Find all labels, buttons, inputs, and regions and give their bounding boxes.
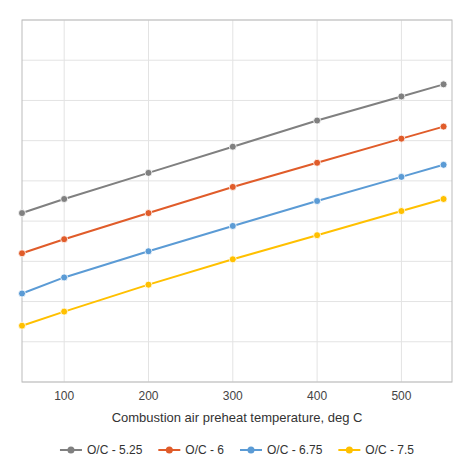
chart: 100 200 300 400 500 Combustion air preheat te… xyxy=(0,0,474,474)
legend-label: O/C - 6.75 xyxy=(267,443,323,457)
point xyxy=(398,135,405,142)
x-tick-label: 400 xyxy=(307,389,327,403)
y-grid-line xyxy=(22,261,452,262)
point xyxy=(440,123,447,130)
legend: O/C - 5.25 O/C - 6 O/C - 6.75 O/C - 7.5 xyxy=(60,443,414,457)
point xyxy=(229,256,236,263)
legend-item: O/C - 6 xyxy=(158,443,224,457)
point xyxy=(19,250,26,257)
grid xyxy=(22,20,452,382)
point xyxy=(19,290,26,297)
axes: 100 200 300 400 500 Combustion air preheat te… xyxy=(54,389,412,425)
x-grid-line xyxy=(232,20,233,382)
line xyxy=(22,84,444,213)
x-tick-label: 500 xyxy=(391,389,411,403)
point xyxy=(145,248,152,255)
x-tick-label: 200 xyxy=(138,389,158,403)
series xyxy=(19,123,448,257)
y-grid-line xyxy=(22,221,452,222)
point xyxy=(229,222,236,229)
point xyxy=(440,81,447,88)
y-grid-line xyxy=(22,140,452,141)
legend-marker xyxy=(346,447,353,454)
legend-marker xyxy=(166,447,173,454)
legend-label: O/C - 6 xyxy=(185,443,224,457)
legend-item: O/C - 6.75 xyxy=(240,443,323,457)
point xyxy=(229,183,236,190)
legend-label: O/C - 7.5 xyxy=(365,443,414,457)
y-grid-line xyxy=(22,341,452,342)
legend-marker xyxy=(247,447,254,454)
point xyxy=(398,173,405,180)
plot-area xyxy=(19,81,448,329)
point xyxy=(440,195,447,202)
x-axis-label: Combustion air preheat temperature, deg … xyxy=(112,410,363,425)
point xyxy=(314,159,321,166)
point xyxy=(61,274,68,281)
x-tick-label: 100 xyxy=(54,389,74,403)
legend-item: O/C - 5.25 xyxy=(60,443,143,457)
point xyxy=(145,169,152,176)
series xyxy=(19,195,448,329)
point xyxy=(61,308,68,315)
point xyxy=(314,232,321,239)
point xyxy=(314,117,321,124)
point xyxy=(61,236,68,243)
plot-frame xyxy=(22,20,452,382)
point xyxy=(398,208,405,215)
line xyxy=(22,127,444,254)
line xyxy=(22,199,444,326)
point xyxy=(145,281,152,288)
legend-marker xyxy=(67,447,74,454)
x-grid-line xyxy=(401,20,402,382)
point xyxy=(145,210,152,217)
legend-label: O/C - 5.25 xyxy=(87,443,143,457)
point xyxy=(440,161,447,168)
y-grid-line xyxy=(22,301,452,302)
point xyxy=(19,322,26,329)
legend-item: O/C - 7.5 xyxy=(338,443,414,457)
line xyxy=(22,165,444,294)
x-tick-label: 300 xyxy=(223,389,243,403)
point xyxy=(398,93,405,100)
y-grid-line xyxy=(22,60,452,61)
series xyxy=(19,81,448,217)
point xyxy=(314,198,321,205)
series xyxy=(19,161,448,297)
x-grid-line xyxy=(148,20,149,382)
point xyxy=(61,195,68,202)
point xyxy=(19,210,26,217)
point xyxy=(229,143,236,150)
